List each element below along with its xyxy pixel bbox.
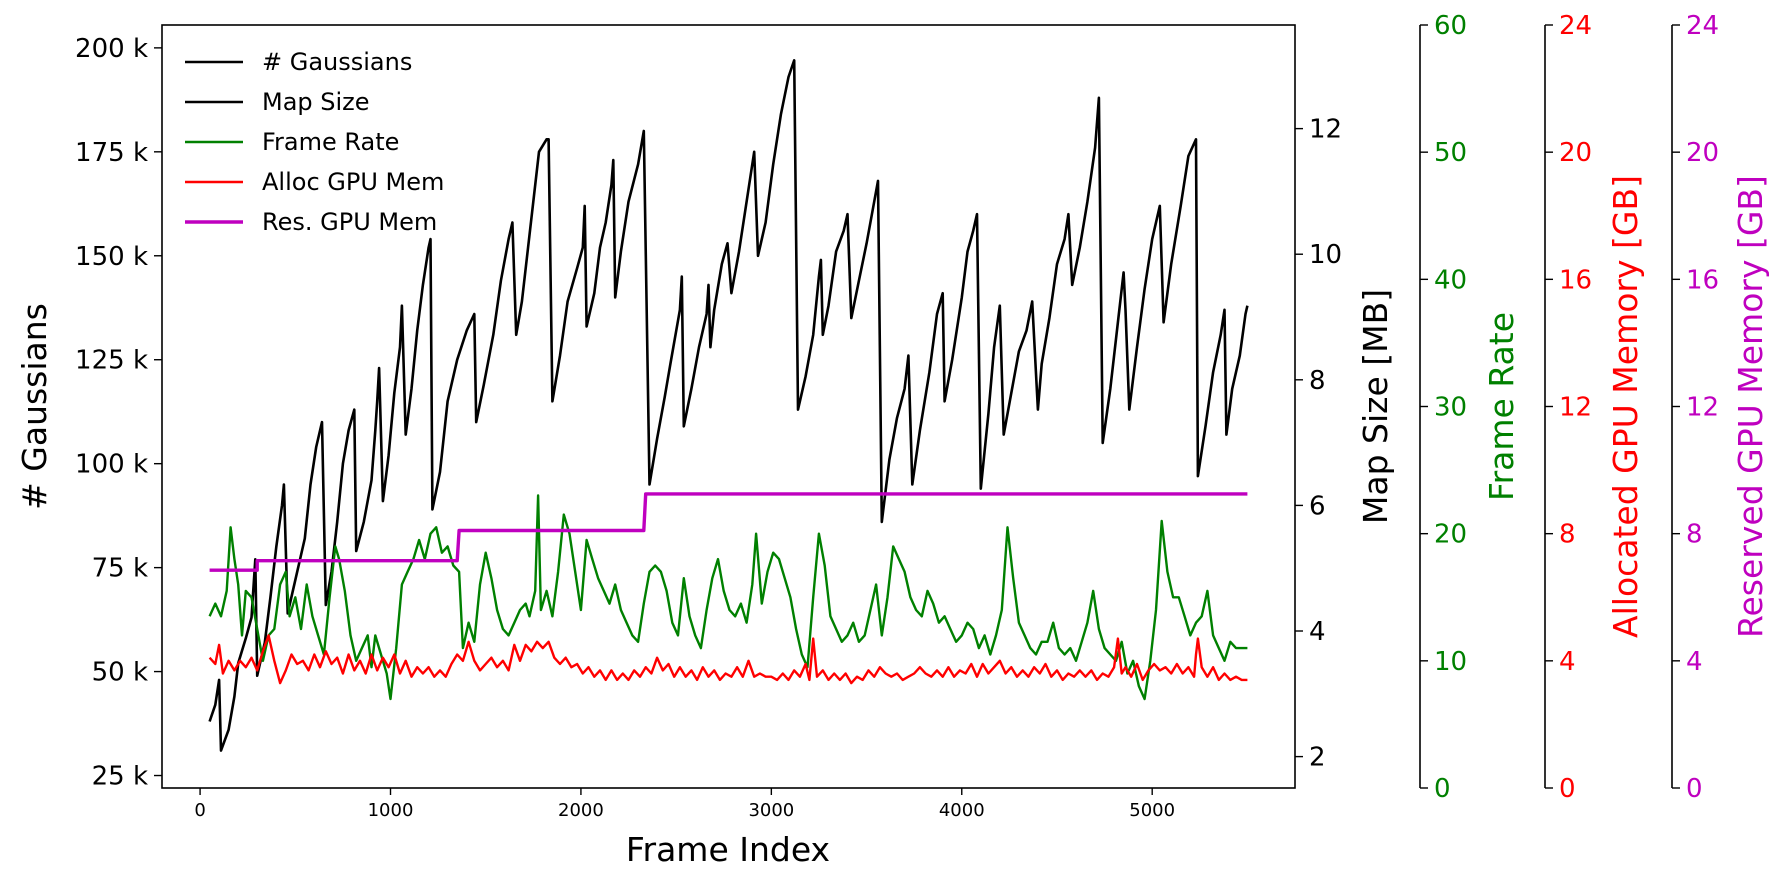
y-left-tick-label: 50 k [92, 658, 148, 688]
alloc-gpu-tick-label: 12 [1559, 393, 1592, 423]
frame-rate-tick-label: 60 [1434, 11, 1467, 41]
res-gpu-tick-label: 8 [1686, 520, 1703, 550]
alloc-gpu-tick-label: 16 [1559, 265, 1592, 295]
frame-rate-tick-label: 30 [1434, 393, 1467, 423]
y-left-tick-label: 25 k [92, 762, 148, 792]
series-line-frame-rate [208, 494, 1248, 701]
map-size-tick-label: 10 [1309, 240, 1342, 270]
x-tick-label: 2000 [558, 800, 604, 821]
res-gpu-tick-label: 20 [1686, 138, 1719, 168]
map-size-axis-label: Map Size [MB] [1356, 289, 1395, 524]
series-line-gaussians [208, 59, 1249, 752]
legend-label-frame-rate: Frame Rate [262, 128, 399, 156]
res-gpu-axis-label: Reserved GPU Memory [GB] [1731, 175, 1770, 638]
res-gpu-tick-label: 12 [1686, 393, 1719, 423]
y-left-tick-label: 125 k [75, 346, 148, 376]
x-tick-label: 0 [194, 800, 205, 821]
legend-label-map-size: Map Size [262, 88, 370, 116]
frame-rate-axis-label: Frame Rate [1482, 312, 1521, 501]
res-gpu-axis-label-main: GPU Memory [GB] [1731, 175, 1770, 474]
y-left-tick-label: 100 k [75, 450, 148, 480]
frame-rate-tick-label: 0 [1434, 774, 1451, 804]
y-left-tick-label: 175 k [75, 138, 148, 168]
res-gpu-tick-label: 16 [1686, 265, 1719, 295]
res-gpu-tick-label: 4 [1686, 647, 1703, 677]
frame-rate-tick-label: 40 [1434, 265, 1467, 295]
y-left-tick-label: 150 k [75, 242, 148, 272]
frame-rate-tick-label: 20 [1434, 520, 1467, 550]
frame-rate-tick-label: 50 [1434, 138, 1467, 168]
y-left-tick-label: 75 k [92, 554, 148, 584]
alloc-gpu-tick-label: 4 [1559, 647, 1576, 677]
alloc-gpu-tick-label: 24 [1559, 11, 1592, 41]
map-size-tick-label: 8 [1309, 366, 1326, 396]
alloc-gpu-axis-label-prefix: Allocated [1606, 474, 1645, 638]
map-size-tick-label: 4 [1309, 617, 1326, 647]
frame-rate-tick-label: 10 [1434, 647, 1467, 677]
map-size-tick-label: 2 [1309, 743, 1326, 773]
res-gpu-tick-label: 24 [1686, 11, 1719, 41]
y-left-axis-label: # Gaussians [15, 303, 54, 510]
alloc-gpu-axis-label-main: GPU Memory [GB] [1606, 175, 1645, 474]
legend-label-res-gpu-mem: Res. GPU Mem [262, 208, 437, 236]
legend-label-alloc-gpu-mem: Alloc GPU Mem [262, 168, 444, 196]
res-gpu-tick-label: 0 [1686, 774, 1703, 804]
alloc-gpu-tick-label: 8 [1559, 520, 1576, 550]
res-gpu-axis-label-prefix: Reserved [1731, 474, 1770, 638]
y-left-tick-label: 200 k [75, 34, 148, 64]
alloc-gpu-tick-label: 0 [1559, 774, 1576, 804]
legend: # Gaussians Map Size Frame Rate Alloc GPU M… [185, 48, 444, 236]
x-tick-label: 5000 [1129, 800, 1175, 821]
alloc-gpu-axis-label: Allocated GPU Memory [GB] [1606, 175, 1645, 638]
alloc-gpu-tick-label: 20 [1559, 138, 1592, 168]
x-tick-label: 4000 [939, 800, 985, 821]
map-size-tick-label: 12 [1309, 115, 1342, 145]
x-axis-label: Frame Index [626, 830, 830, 869]
plot-frame [161, 24, 1296, 789]
series-line-res-gpu-mem [209, 492, 1248, 572]
series-line-alloc-gpu-mem [208, 634, 1248, 685]
x-tick-label: 3000 [748, 800, 794, 821]
legend-label-gaussians: # Gaussians [262, 48, 412, 76]
map-size-tick-label: 6 [1309, 491, 1326, 521]
series-layer [208, 59, 1249, 752]
x-tick-label: 1000 [368, 800, 414, 821]
